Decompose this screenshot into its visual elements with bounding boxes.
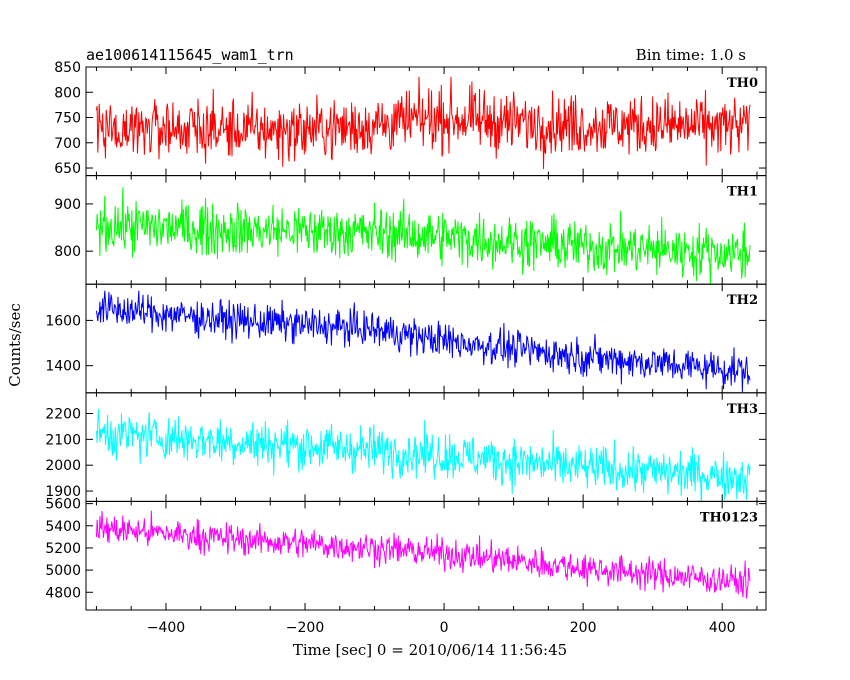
chart-title: ae100614115645_wam1_trn <box>86 46 294 64</box>
panel-th2: 1400 1600 TH2 <box>45 283 767 394</box>
panel-frame <box>85 283 767 394</box>
panels-group: 650 700 750 800 850 TH0 800 900 TH1 1400 1600 TH2 19… <box>45 60 767 636</box>
y-tick-label: 2100 <box>45 432 81 448</box>
y-tick-label: 2000 <box>45 458 81 474</box>
x-tick-label: 0 <box>440 620 449 636</box>
panel-label: TH2 <box>727 293 758 308</box>
series-line-th0123 <box>95 510 751 599</box>
y-tick-label: 1400 <box>45 359 81 375</box>
y-tick-label: 800 <box>54 85 81 101</box>
panel-th0123: 4800 5000 5200 5400 5600 TH0123 <box>45 497 767 611</box>
x-tick-label: 400 <box>709 620 736 636</box>
panel-th0: 650 700 750 800 850 TH0 <box>54 60 767 177</box>
series-line-th3 <box>95 409 751 502</box>
panel-th3: 1900 2000 2100 2200 TH3 <box>45 392 767 502</box>
x-tick-label: −200 <box>286 620 324 636</box>
series-line-th2 <box>95 290 751 392</box>
y-tick-label: 1600 <box>45 313 81 329</box>
series-line-th0 <box>95 76 751 169</box>
x-tick-label: −400 <box>147 620 185 636</box>
y-tick-label: 650 <box>54 161 81 177</box>
y-tick-label: 900 <box>54 197 81 213</box>
y-tick-label: 5000 <box>45 563 81 579</box>
y-tick-label: 5200 <box>45 541 81 557</box>
x-tick-label: 200 <box>570 620 597 636</box>
panel-label: TH0123 <box>700 510 758 525</box>
panel-label: TH3 <box>727 402 758 417</box>
y-tick-label: 750 <box>54 111 81 127</box>
y-tick-label: 2200 <box>45 406 81 422</box>
series-line-th1 <box>95 187 751 285</box>
y-tick-label: 800 <box>54 244 81 260</box>
bin-time-label: Bin time: 1.0 s <box>636 46 746 64</box>
y-tick-label: 1900 <box>45 484 81 500</box>
panel-frame <box>85 500 767 611</box>
panel-label: TH1 <box>727 185 758 200</box>
y-tick-label: 5400 <box>45 519 81 535</box>
y-tick-label: 5600 <box>45 497 81 513</box>
panel-th1: 800 900 TH1 <box>54 175 767 285</box>
panel-label: TH0 <box>727 76 758 91</box>
y-tick-label: 700 <box>54 136 81 152</box>
x-axis-label: Time [sec] 0 = 2010/06/14 11:56:45 <box>293 641 567 659</box>
y-tick-label: 4800 <box>45 585 81 601</box>
y-axis-label: Counts/sec <box>6 303 24 387</box>
y-tick-label: 850 <box>54 60 81 76</box>
